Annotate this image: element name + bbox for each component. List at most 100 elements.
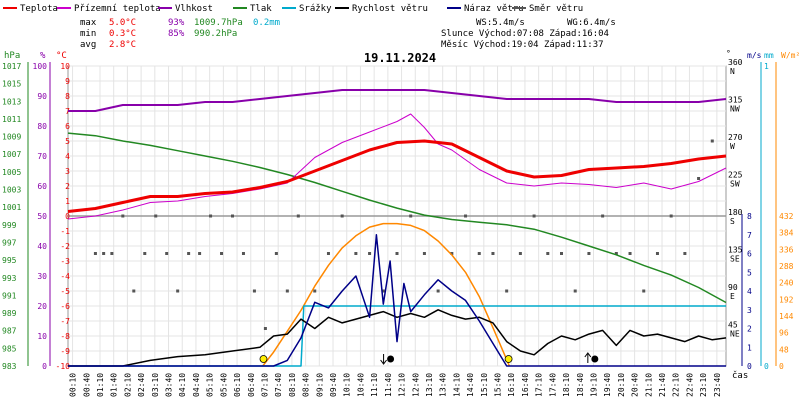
- time-tick-label: 07:40: [274, 373, 283, 397]
- direction-point: [505, 289, 509, 293]
- stats-block: max 5.0°C 93% 1009.7hPa 0.2mm min 0.3°C …: [80, 18, 280, 50]
- direction-point: [642, 289, 646, 293]
- temp-tick-label: -9: [60, 347, 70, 356]
- time-tick-label: 13:40: [439, 373, 448, 397]
- direction-deg-label: 180: [728, 208, 743, 217]
- ms-tick-label: 4: [747, 287, 752, 296]
- direction-point: [587, 252, 591, 255]
- direction-point: [165, 252, 169, 255]
- time-tick-label: 20:10: [617, 373, 626, 397]
- stats-max-hum: 93%: [168, 18, 185, 28]
- time-tick-label: 03:10: [151, 373, 160, 397]
- temp-tick-label: -2: [60, 242, 70, 251]
- pct-tick-label: 90: [37, 92, 47, 101]
- gust-line: [68, 234, 726, 367]
- wm-tick-label: 192: [779, 295, 794, 304]
- hpa-tick-label: 991: [2, 291, 17, 300]
- temp-tick-label: 2: [65, 182, 70, 191]
- stats-min-label: min: [80, 29, 96, 39]
- legend-entry-6: Náraz větru: [464, 4, 524, 14]
- hpa-tick-label: 1007: [2, 150, 21, 159]
- direction-name-label: N: [730, 67, 735, 76]
- time-tick-label: 11:10: [370, 373, 379, 397]
- pct-tick-label: 40: [37, 242, 47, 251]
- pct-tick-label: 10: [37, 332, 47, 341]
- axis-label-pct: %: [40, 51, 46, 61]
- direction-point: [132, 289, 136, 293]
- pct-tick-label: 0: [42, 362, 47, 371]
- time-tick-label: 18:40: [576, 373, 585, 397]
- time-tick-label: 01:10: [96, 373, 105, 397]
- ms-tick-label: 7: [747, 231, 752, 240]
- time-tick-label: 17:10: [535, 373, 544, 397]
- info-wg: WG:6.4m/s: [567, 18, 616, 28]
- time-tick-label: 15:40: [494, 373, 503, 397]
- time-tick-label: 10:10: [343, 373, 352, 397]
- direction-point: [110, 252, 114, 255]
- temp-tick-label: -4: [60, 272, 70, 281]
- temp-tick-label: 6: [65, 122, 70, 131]
- hpa-tick-label: 987: [2, 327, 17, 336]
- stats-min-hum: 85%: [168, 29, 185, 39]
- direction-point: [601, 214, 605, 218]
- direction-point: [102, 252, 106, 255]
- direction-deg-label: 270: [728, 133, 743, 142]
- time-tick-label: 19:40: [603, 373, 612, 397]
- direction-point: [628, 252, 632, 255]
- legend-entry-5: Rychlost větru: [352, 4, 428, 14]
- time-tick-label: 18:10: [562, 373, 571, 397]
- time-tick-label: 20:40: [631, 373, 640, 397]
- time-tick-label: 17:40: [548, 373, 557, 397]
- ms-tick-label: 0: [747, 362, 752, 371]
- temp-line: [67, 139, 727, 213]
- time-tick-label: 05:40: [219, 373, 228, 397]
- direction-point: [464, 214, 468, 218]
- info-mesic: Měsíc Východ:19:04 Západ:11:37: [441, 40, 604, 50]
- direction-point: [436, 289, 440, 293]
- direction-point: [422, 252, 426, 255]
- direction-point: [573, 289, 577, 293]
- hpa-tick-label: 983: [2, 362, 17, 371]
- sunrise-mark: [259, 355, 268, 363]
- direction-deg-label: 135: [728, 246, 743, 255]
- direction-point: [154, 214, 158, 218]
- time-tick-label: 21:10: [644, 373, 653, 397]
- direction-point: [313, 289, 317, 293]
- direction-point: [697, 177, 701, 180]
- pct-tick-label: 20: [37, 302, 47, 311]
- axis-label-time: čas: [732, 370, 748, 381]
- moonset-arrowhead: [380, 359, 387, 365]
- time-tick-label: 04:10: [178, 373, 187, 397]
- direction-point: [93, 252, 97, 255]
- time-tick-label: 02:40: [137, 373, 146, 397]
- time-tick-label: 23:40: [713, 373, 722, 397]
- temp-tick-label: 0: [65, 212, 70, 221]
- time-tick-label: 10:40: [356, 373, 365, 397]
- direction-deg-label: 90: [728, 283, 738, 292]
- direction-point: [381, 289, 385, 293]
- direction-point: [395, 252, 399, 255]
- direction-name-label: NE: [730, 330, 740, 339]
- stats-avg-label: avg: [80, 40, 96, 50]
- axis-label-deg: °: [726, 49, 731, 58]
- hpa-tick-label: 1013: [2, 97, 21, 106]
- stats-max-rain: 0.2mm: [253, 18, 280, 28]
- hpa-tick-label: 1003: [2, 186, 21, 195]
- axis-label-ms: m/s: [747, 51, 762, 60]
- time-tick-label: 14:10: [452, 373, 461, 397]
- wm-tick-label: 48: [779, 345, 789, 354]
- temp-tick-label: 9: [65, 77, 70, 86]
- hpa-tick-label: 1015: [2, 80, 21, 89]
- pct-tick-label: 60: [37, 182, 47, 191]
- moonset-mark: [387, 355, 395, 363]
- ms-tick-label: 1: [747, 343, 752, 352]
- wm-tick-label: 144: [779, 312, 794, 321]
- time-tick-label: 16:40: [521, 373, 530, 397]
- direction-point: [518, 252, 522, 255]
- hpa-tick-label: 1017: [2, 62, 21, 71]
- time-tick-label: 19:10: [589, 373, 598, 397]
- wm-tick-label: 0: [779, 362, 784, 371]
- temp-tick-label: 10: [60, 62, 70, 71]
